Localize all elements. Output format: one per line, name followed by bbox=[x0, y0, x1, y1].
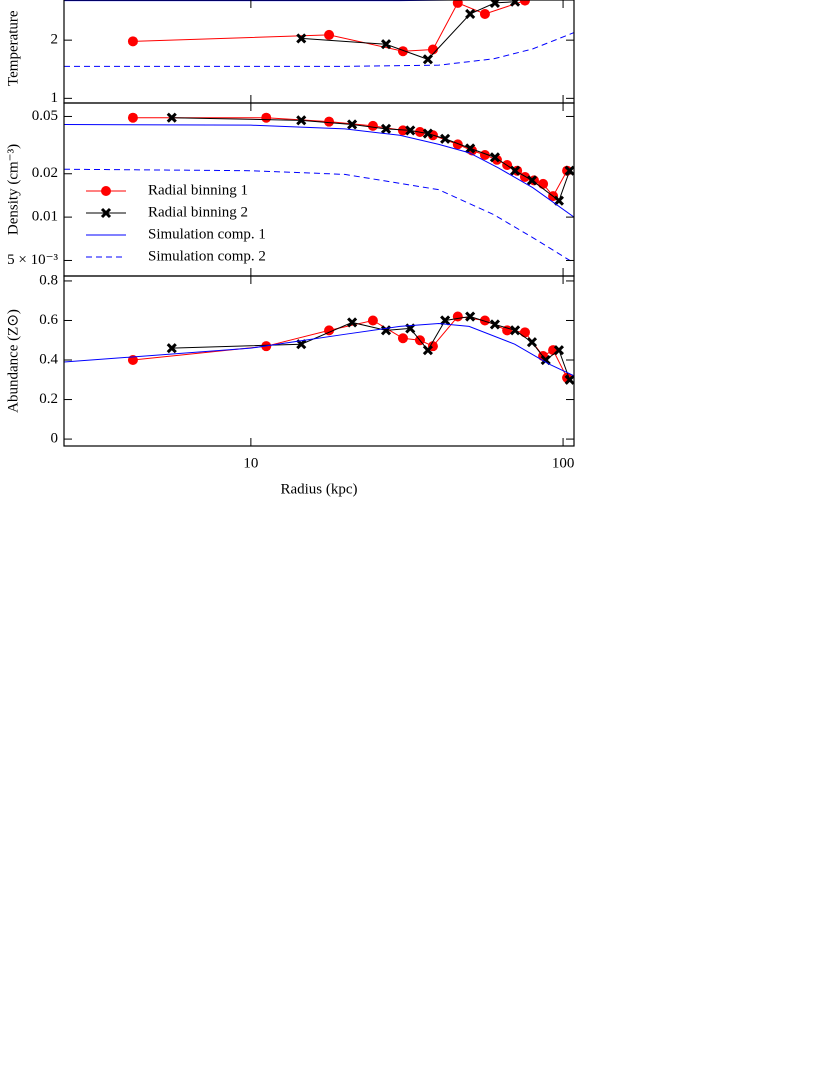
marker bbox=[422, 54, 433, 65]
plot-frame bbox=[63, 275, 575, 447]
marker bbox=[526, 175, 538, 186]
marker bbox=[452, 311, 463, 322]
marker bbox=[405, 125, 416, 136]
legend-label: Radial binning 2 bbox=[148, 204, 248, 220]
marker bbox=[296, 115, 307, 126]
marker bbox=[367, 315, 378, 326]
y-tick-label: 1 bbox=[51, 90, 59, 106]
marker bbox=[489, 152, 500, 163]
series-line bbox=[64, 123, 574, 218]
series-line bbox=[64, 32, 574, 67]
marker bbox=[422, 128, 433, 139]
series-line bbox=[132, 0, 526, 52]
series-line bbox=[64, 322, 574, 377]
marker bbox=[422, 345, 433, 356]
legend-marker bbox=[100, 207, 112, 219]
marker bbox=[564, 374, 574, 385]
x-tick-label: 10 bbox=[243, 455, 258, 471]
panel bbox=[64, 0, 574, 67]
marker bbox=[324, 116, 335, 127]
marker bbox=[553, 195, 564, 206]
y-tick-label: 0.2 bbox=[39, 391, 58, 407]
y-axis-title: Temperature bbox=[5, 10, 21, 86]
marker bbox=[510, 165, 521, 176]
series-line bbox=[171, 316, 571, 380]
marker bbox=[502, 325, 513, 336]
marker bbox=[538, 178, 549, 189]
marker bbox=[166, 112, 177, 123]
y-tick-label: 0.6 bbox=[39, 312, 58, 328]
series-line bbox=[301, 1, 516, 60]
marker bbox=[296, 33, 307, 44]
series-line bbox=[64, 168, 574, 264]
marker bbox=[380, 123, 392, 134]
marker bbox=[367, 120, 378, 131]
legend-label: Radial binning 1 bbox=[148, 182, 248, 198]
marker bbox=[440, 133, 451, 144]
marker bbox=[380, 39, 392, 50]
marker bbox=[166, 343, 177, 354]
marker bbox=[553, 345, 564, 356]
y-tick-label: 2 bbox=[51, 32, 59, 48]
marker bbox=[479, 315, 490, 326]
y-tick-label: 0 bbox=[51, 431, 59, 447]
marker bbox=[127, 112, 138, 123]
y-axis-title: Density (cm⁻³) bbox=[5, 144, 21, 235]
marker bbox=[465, 311, 476, 322]
y-tick-label: 0.8 bbox=[39, 272, 58, 288]
marker bbox=[347, 119, 358, 130]
marker bbox=[127, 36, 138, 47]
marker bbox=[519, 0, 530, 6]
marker bbox=[452, 139, 463, 150]
y-axis-title: Abundance (Z⊙) bbox=[5, 309, 21, 413]
marker bbox=[347, 317, 358, 328]
marker bbox=[479, 8, 490, 19]
y-tick-label: 0.01 bbox=[32, 209, 58, 225]
y-tick-label: 0.02 bbox=[32, 165, 58, 181]
x-axis-title: Radius (kpc) bbox=[280, 481, 357, 497]
marker bbox=[465, 143, 476, 154]
marker bbox=[397, 333, 408, 344]
marker bbox=[510, 0, 521, 7]
marker bbox=[526, 337, 538, 348]
marker bbox=[562, 165, 573, 176]
marker bbox=[540, 354, 551, 366]
legend-label: Simulation comp. 2 bbox=[148, 248, 266, 264]
marker bbox=[489, 319, 500, 330]
plot-frame bbox=[63, 102, 575, 277]
legend-label: Simulation comp. 1 bbox=[148, 226, 266, 242]
marker bbox=[489, 0, 500, 8]
marker bbox=[261, 112, 272, 123]
legend-marker bbox=[101, 186, 111, 196]
marker bbox=[465, 8, 476, 20]
marker bbox=[510, 325, 521, 336]
plot-frame bbox=[63, 0, 575, 104]
y-tick-label: 0.05 bbox=[32, 108, 58, 124]
panel bbox=[64, 311, 574, 385]
y-tick-label: 5 × 10⁻³ bbox=[7, 252, 58, 268]
marker bbox=[324, 29, 335, 40]
marker bbox=[397, 46, 408, 57]
marker bbox=[452, 0, 463, 8]
marker bbox=[440, 315, 451, 326]
x-tick-label: 100 bbox=[552, 455, 575, 471]
marker bbox=[519, 327, 530, 338]
panel bbox=[64, 112, 574, 264]
y-tick-label: 0.4 bbox=[39, 351, 58, 367]
